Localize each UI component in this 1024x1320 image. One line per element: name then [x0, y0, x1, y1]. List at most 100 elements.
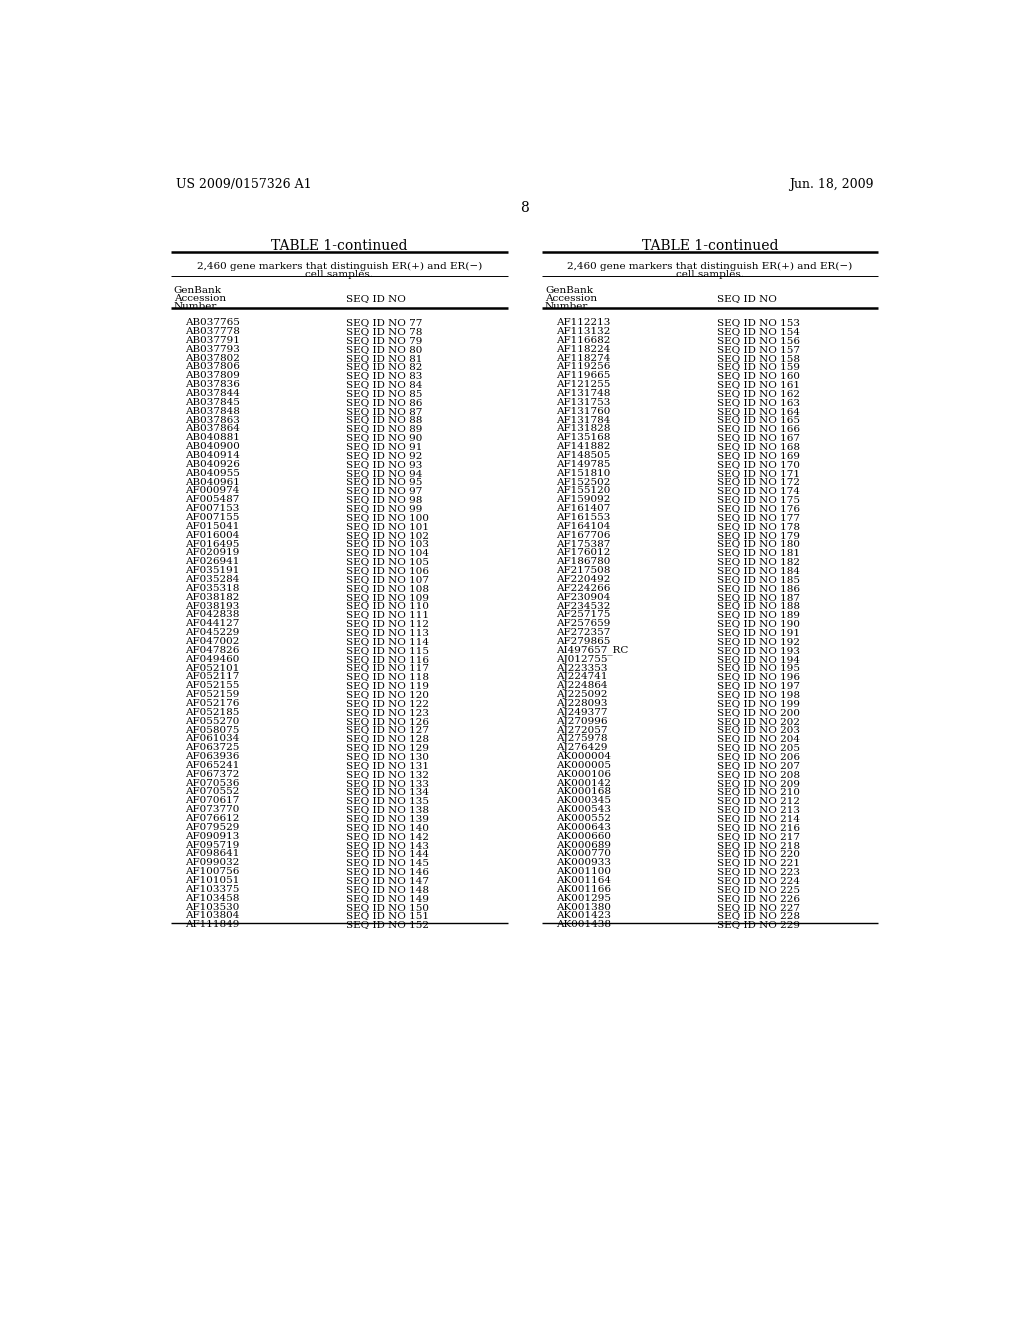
Text: AF101051: AF101051 [184, 876, 239, 884]
Text: AF038193: AF038193 [184, 602, 239, 611]
Text: AF103804: AF103804 [184, 911, 239, 920]
Text: SEQ ID NO 193: SEQ ID NO 193 [717, 645, 800, 655]
Text: AF161553: AF161553 [556, 513, 610, 521]
Text: AF119256: AF119256 [556, 363, 610, 371]
Text: 2,460 gene markers that distinguish ER(+) and ER(−): 2,460 gene markers that distinguish ER(+… [567, 261, 853, 271]
Text: SEQ ID NO 89: SEQ ID NO 89 [346, 425, 422, 433]
Text: SEQ ID NO 102: SEQ ID NO 102 [346, 531, 429, 540]
Text: SEQ ID NO 190: SEQ ID NO 190 [717, 619, 800, 628]
Text: AF079529: AF079529 [184, 822, 239, 832]
Text: SEQ ID NO 227: SEQ ID NO 227 [717, 903, 800, 912]
Text: SEQ ID NO 168: SEQ ID NO 168 [717, 442, 800, 451]
Text: AF035191: AF035191 [184, 566, 239, 576]
Text: AB037836: AB037836 [184, 380, 240, 389]
Text: AB037864: AB037864 [184, 425, 240, 433]
Text: SEQ ID NO 135: SEQ ID NO 135 [346, 796, 429, 805]
Text: AF148505: AF148505 [556, 451, 610, 459]
Text: AF224266: AF224266 [556, 583, 610, 593]
Text: AF052155: AF052155 [184, 681, 239, 690]
Text: AK000552: AK000552 [556, 814, 610, 824]
Text: SEQ ID NO 119: SEQ ID NO 119 [346, 681, 429, 690]
Text: AF103458: AF103458 [184, 894, 239, 903]
Text: SEQ ID NO 111: SEQ ID NO 111 [346, 610, 429, 619]
Text: AF016495: AF016495 [184, 540, 239, 549]
Text: AF063725: AF063725 [184, 743, 239, 752]
Text: AF052101: AF052101 [184, 664, 239, 672]
Text: AK000643: AK000643 [556, 822, 610, 832]
Text: SEQ ID NO 226: SEQ ID NO 226 [717, 894, 800, 903]
Text: SEQ ID NO 152: SEQ ID NO 152 [346, 920, 429, 929]
Text: AJ270996: AJ270996 [556, 717, 607, 726]
Text: SEQ ID NO 197: SEQ ID NO 197 [717, 681, 800, 690]
Text: SEQ ID NO 212: SEQ ID NO 212 [717, 796, 800, 805]
Text: SEQ ID NO 147: SEQ ID NO 147 [346, 876, 429, 884]
Text: SEQ ID NO 195: SEQ ID NO 195 [717, 664, 800, 672]
Text: AF026941: AF026941 [184, 557, 239, 566]
Text: SEQ ID NO 221: SEQ ID NO 221 [717, 858, 800, 867]
Text: SEQ ID NO 133: SEQ ID NO 133 [346, 779, 429, 788]
Text: AK001166: AK001166 [556, 884, 610, 894]
Text: AF052159: AF052159 [184, 690, 239, 700]
Text: AB037765: AB037765 [184, 318, 240, 327]
Text: SEQ ID NO 218: SEQ ID NO 218 [717, 841, 800, 850]
Text: AK000142: AK000142 [556, 779, 610, 788]
Text: SEQ ID NO 175: SEQ ID NO 175 [717, 495, 800, 504]
Text: SEQ ID NO 224: SEQ ID NO 224 [717, 876, 800, 884]
Text: AF176012: AF176012 [556, 548, 610, 557]
Text: SEQ ID NO 104: SEQ ID NO 104 [346, 548, 429, 557]
Text: SEQ ID NO 209: SEQ ID NO 209 [717, 779, 800, 788]
Text: AF044127: AF044127 [184, 619, 239, 628]
Text: SEQ ID NO 164: SEQ ID NO 164 [717, 407, 800, 416]
Text: SEQ ID NO 158: SEQ ID NO 158 [717, 354, 800, 363]
Text: AF131784: AF131784 [556, 416, 610, 425]
Text: AF103375: AF103375 [184, 884, 239, 894]
Text: SEQ ID NO 118: SEQ ID NO 118 [346, 672, 429, 681]
Text: SEQ ID NO 128: SEQ ID NO 128 [346, 734, 429, 743]
Text: AF052176: AF052176 [184, 700, 239, 708]
Text: AF100756: AF100756 [184, 867, 239, 876]
Text: SEQ ID NO 186: SEQ ID NO 186 [717, 583, 800, 593]
Text: AF159092: AF159092 [556, 495, 610, 504]
Text: SEQ ID NO 77: SEQ ID NO 77 [346, 318, 422, 327]
Text: AF135168: AF135168 [556, 433, 610, 442]
Text: SEQ ID NO 184: SEQ ID NO 184 [717, 566, 800, 576]
Text: AF257175: AF257175 [556, 610, 610, 619]
Text: AK000770: AK000770 [556, 850, 610, 858]
Text: SEQ ID NO 80: SEQ ID NO 80 [346, 345, 422, 354]
Text: SEQ ID NO 223: SEQ ID NO 223 [717, 867, 800, 876]
Text: SEQ ID NO 94: SEQ ID NO 94 [346, 469, 422, 478]
Text: AF007155: AF007155 [184, 513, 239, 521]
Text: AI497657_RC: AI497657_RC [556, 645, 628, 656]
Text: SEQ ID NO 134: SEQ ID NO 134 [346, 788, 429, 796]
Text: SEQ ID NO 178: SEQ ID NO 178 [717, 521, 800, 531]
Text: SEQ ID NO 202: SEQ ID NO 202 [717, 717, 800, 726]
Text: SEQ ID NO 82: SEQ ID NO 82 [346, 363, 422, 371]
Text: AK000543: AK000543 [556, 805, 610, 814]
Text: AB037845: AB037845 [184, 397, 240, 407]
Text: TABLE 1-continued: TABLE 1-continued [271, 239, 408, 253]
Text: SEQ ID NO 115: SEQ ID NO 115 [346, 645, 429, 655]
Text: SEQ ID NO 182: SEQ ID NO 182 [717, 557, 800, 566]
Text: Accession: Accession [545, 294, 597, 302]
Text: SEQ ID NO 200: SEQ ID NO 200 [717, 708, 800, 717]
Text: AB040961: AB040961 [184, 478, 240, 487]
Text: SEQ ID NO 216: SEQ ID NO 216 [717, 822, 800, 832]
Text: TABLE 1-continued: TABLE 1-continued [642, 239, 778, 253]
Text: AK001100: AK001100 [556, 867, 610, 876]
Text: cell samples.: cell samples. [305, 271, 373, 279]
Text: SEQ ID NO 146: SEQ ID NO 146 [346, 867, 429, 876]
Text: AF055270: AF055270 [184, 717, 239, 726]
Text: AB040926: AB040926 [184, 459, 240, 469]
Text: AF131828: AF131828 [556, 425, 610, 433]
Text: SEQ ID NO 171: SEQ ID NO 171 [717, 469, 800, 478]
Text: AF116682: AF116682 [556, 335, 610, 345]
Text: AK000660: AK000660 [556, 832, 610, 841]
Text: SEQ ID NO 114: SEQ ID NO 114 [346, 638, 429, 645]
Text: AK001438: AK001438 [556, 920, 610, 929]
Text: AK000689: AK000689 [556, 841, 610, 850]
Text: AB037802: AB037802 [184, 354, 240, 363]
Text: SEQ ID NO 172: SEQ ID NO 172 [717, 478, 800, 487]
Text: SEQ ID NO 179: SEQ ID NO 179 [717, 531, 800, 540]
Text: SEQ ID NO 112: SEQ ID NO 112 [346, 619, 429, 628]
Text: AJ225092: AJ225092 [556, 690, 607, 700]
